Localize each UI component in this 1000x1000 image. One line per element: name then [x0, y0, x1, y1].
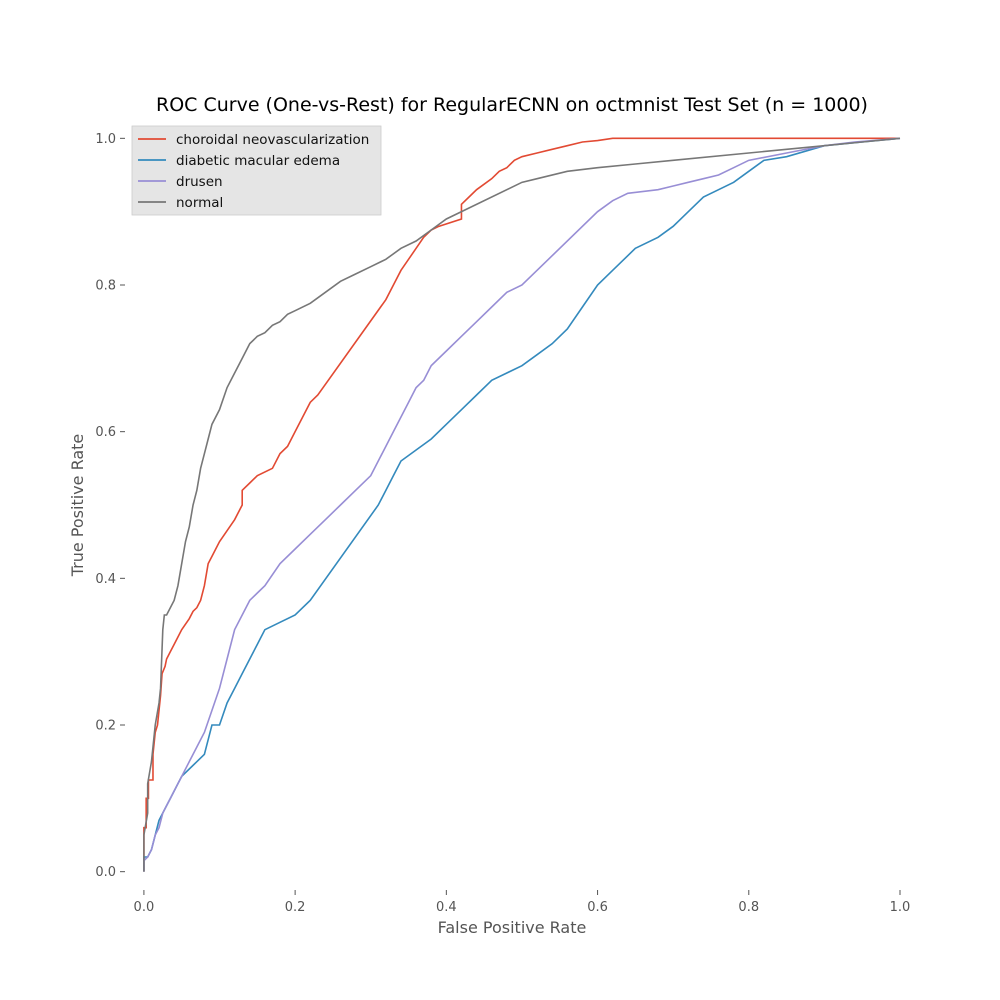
x-tick-label: 0.2 — [285, 900, 306, 915]
legend-box — [131, 125, 382, 216]
series-lines — [143, 137, 901, 872]
legend-label: drusen — [176, 174, 223, 190]
x-tick-label: 0.4 — [436, 900, 457, 915]
x-tick-label: 0.8 — [738, 900, 759, 915]
y-tick-label: 0.0 — [95, 865, 116, 880]
legend-label: choroidal neovascularization — [176, 132, 369, 148]
series-line-normal — [143, 137, 901, 872]
legend-label: normal — [176, 195, 223, 211]
x-tick-label: 0.6 — [587, 900, 608, 915]
y-axis-ticks: 0.0 0.2 0.4 0.6 0.8 1.0 — [95, 132, 125, 880]
legend-label: diabetic macular edema — [176, 153, 340, 169]
x-axis-label: False Positive Rate — [438, 918, 587, 937]
y-tick-label: 1.0 — [95, 132, 116, 147]
chart-title: ROC Curve (One-vs-Rest) for RegularECNN … — [156, 94, 868, 116]
x-tick-label: 1.0 — [890, 900, 911, 915]
y-axis-label: True Positive Rate — [68, 434, 87, 578]
y-tick-label: 0.4 — [95, 572, 116, 587]
series-line-drusen — [143, 137, 901, 872]
y-tick-label: 0.6 — [95, 425, 116, 440]
x-tick-label: 0.0 — [134, 900, 155, 915]
y-tick-label: 0.2 — [95, 719, 116, 734]
x-axis-ticks: 0.0 0.2 0.4 0.6 0.8 1.0 — [134, 890, 911, 915]
legend: choroidal neovascularization diabetic mac… — [131, 125, 382, 216]
y-tick-label: 0.8 — [95, 279, 116, 294]
